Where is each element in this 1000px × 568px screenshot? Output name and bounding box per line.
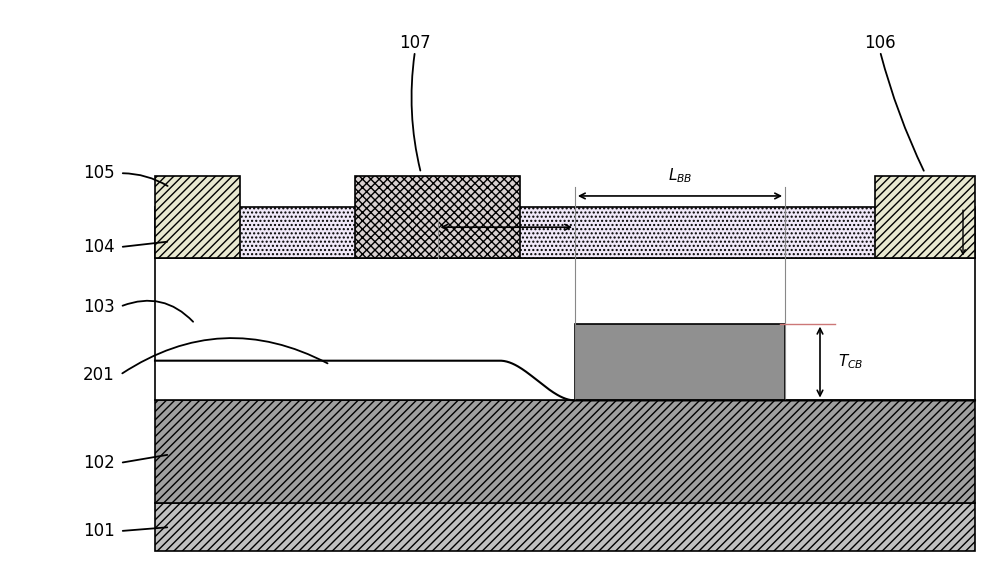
Bar <box>355 176 520 258</box>
Text: $L_{BB}$: $L_{BB}$ <box>668 166 692 185</box>
Bar <box>155 258 975 400</box>
Text: 103: 103 <box>83 298 115 316</box>
Text: $L_{GB}$: $L_{GB}$ <box>494 194 519 213</box>
Bar <box>155 503 975 551</box>
Text: 107: 107 <box>399 34 431 52</box>
Bar <box>155 207 975 258</box>
Bar <box>155 176 240 258</box>
Bar <box>575 324 785 400</box>
Text: 105: 105 <box>83 164 115 182</box>
Text: 201: 201 <box>83 366 115 384</box>
Text: 101: 101 <box>83 522 115 540</box>
Text: 102: 102 <box>83 454 115 472</box>
Text: 106: 106 <box>864 34 896 52</box>
Bar <box>875 176 975 258</box>
Text: 104: 104 <box>83 238 115 256</box>
Text: $T_{CB}$: $T_{CB}$ <box>838 353 863 371</box>
Bar <box>155 400 975 503</box>
